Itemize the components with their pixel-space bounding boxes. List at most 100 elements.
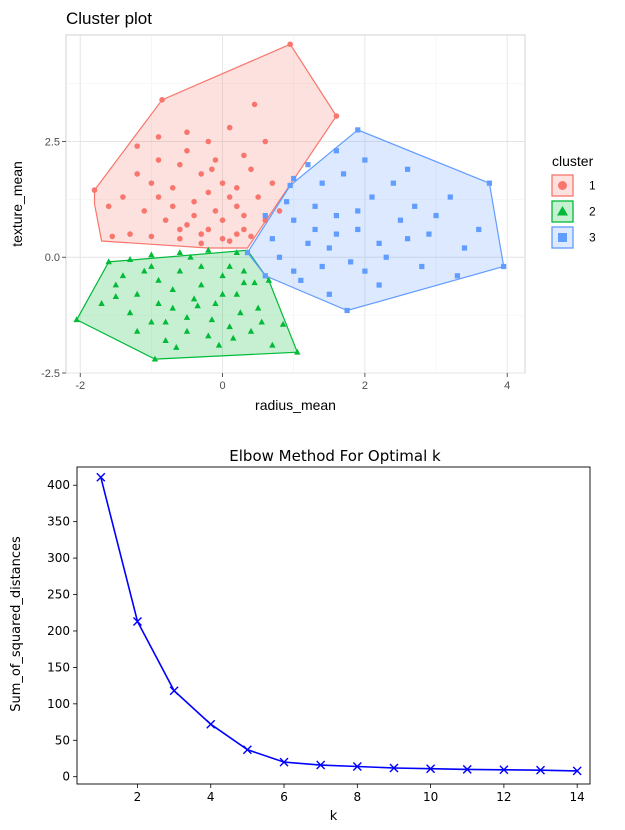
cluster-2-point — [190, 295, 198, 302]
cluster-1-point — [177, 226, 183, 233]
y-tick-label: 250 — [47, 588, 70, 602]
elbow-series — [96, 472, 582, 776]
cluster-3-point — [284, 199, 290, 205]
cluster-2-point — [240, 267, 248, 274]
cluster-3-point — [287, 182, 293, 189]
cluster-3-point — [298, 277, 304, 283]
cluster-2-point — [176, 267, 184, 274]
cluster-2-point — [240, 279, 248, 286]
cluster-3-point — [269, 236, 275, 242]
elbow-point-marker — [242, 745, 252, 755]
x-tick-label: 14 — [570, 790, 585, 804]
cluster-3-point — [326, 245, 332, 251]
cluster-1-point — [219, 180, 226, 186]
cluster-1-point — [233, 231, 240, 237]
legend-label-3: 3 — [589, 231, 596, 245]
cluster-1-point — [169, 203, 176, 210]
cluster-2-point — [141, 267, 148, 274]
y-tick-label: 0 — [62, 770, 70, 784]
cluster-3-point — [333, 148, 340, 154]
cluster-1-point — [184, 129, 190, 136]
elbow-point-marker — [499, 765, 509, 775]
cluster-1-point — [148, 180, 155, 186]
y-tick-label: 350 — [47, 515, 70, 529]
cluster-2-point — [198, 263, 205, 269]
x-tick-label: -2 — [75, 380, 85, 392]
cluster-3-point — [397, 217, 404, 223]
cluster-1-point — [184, 222, 190, 228]
cluster-3-point — [390, 180, 396, 186]
cluster-3-point — [344, 307, 350, 314]
cluster-2-point — [254, 304, 262, 311]
cluster-3-point — [383, 254, 389, 260]
cluster-1-point — [134, 171, 140, 177]
cluster-3-point — [333, 212, 340, 219]
cluster-3-point — [305, 162, 311, 168]
cluster-plot-panel — [65, 34, 526, 374]
cluster-3-point — [501, 263, 507, 270]
cluster-1-point — [333, 113, 340, 119]
cluster-1-point — [219, 235, 226, 242]
y-tick-label: 2.5 — [45, 136, 60, 148]
cluster-2-point — [233, 249, 240, 256]
y-tick-label: 0.0 — [45, 252, 60, 264]
legend-marker-3 — [558, 233, 567, 242]
cluster-3-point — [319, 263, 325, 270]
cluster-2-point — [233, 290, 240, 297]
cluster-2-point — [148, 263, 155, 269]
x-axis-label: radius_mean — [255, 397, 336, 413]
cluster-2-point — [162, 318, 169, 325]
x-axis-ticks: 2 4 6 8 10 12 14 — [134, 784, 585, 804]
cluster-2-point — [226, 263, 233, 269]
x-tick-label: 8 — [353, 790, 361, 804]
cluster-1-point — [105, 203, 112, 210]
cluster-1-point — [205, 226, 212, 233]
y-tick-label: 400 — [47, 478, 70, 492]
cluster-points — [73, 41, 507, 362]
cluster-1-point — [219, 217, 226, 224]
cluster-1-point — [148, 233, 155, 240]
cluster-plot-grid — [66, 35, 525, 374]
cluster-3-point — [262, 273, 268, 279]
elbow-point-marker — [426, 764, 436, 774]
y-tick-label: 150 — [47, 660, 70, 674]
cluster-2-point — [126, 256, 134, 262]
cluster-2-point — [205, 332, 212, 339]
cluster-1-point — [198, 171, 205, 177]
cluster-1-point — [262, 138, 269, 145]
cluster-3-point — [426, 231, 432, 237]
cluster-1-point — [141, 208, 148, 214]
cluster-1-point — [155, 157, 162, 163]
cluster-2-point — [269, 341, 276, 348]
cluster-3-point — [355, 208, 361, 214]
cluster-3-point — [276, 254, 283, 260]
cluster-2-point — [98, 300, 105, 306]
elbow-point-marker — [279, 757, 289, 767]
cluster-2-point — [148, 251, 155, 258]
cluster-2-point — [219, 290, 226, 297]
cluster-1-point — [241, 226, 247, 233]
y-tick-label: 300 — [47, 551, 70, 565]
cluster-2-point — [194, 302, 201, 309]
y-axis-ticks: 0 50 100 150 200 250 300 350 400 — [47, 478, 77, 784]
cluster-1-point — [198, 231, 205, 237]
cluster-2-point — [112, 293, 120, 300]
x-tick-label: 0 — [219, 380, 225, 392]
cluster-3-point — [312, 203, 318, 209]
cluster-1-point — [226, 238, 233, 244]
cluster-3-point — [404, 236, 411, 242]
elbow-plot-axes-frame — [76, 466, 591, 785]
cluster-1-point — [155, 134, 162, 140]
cluster-3-point — [476, 226, 482, 233]
cluster-1-point — [91, 187, 98, 193]
cluster-1-point — [269, 180, 276, 186]
elbow-point-marker — [169, 686, 179, 696]
cluster-1-point — [127, 231, 133, 237]
cluster-2-point — [119, 272, 127, 279]
cluster-1-point — [205, 189, 212, 196]
x-axis-label: k — [330, 809, 338, 824]
cluster-2-point — [162, 337, 169, 343]
legend-label-2: 2 — [589, 205, 596, 219]
cluster-2-point — [208, 316, 216, 323]
cluster-2-point — [247, 327, 255, 334]
